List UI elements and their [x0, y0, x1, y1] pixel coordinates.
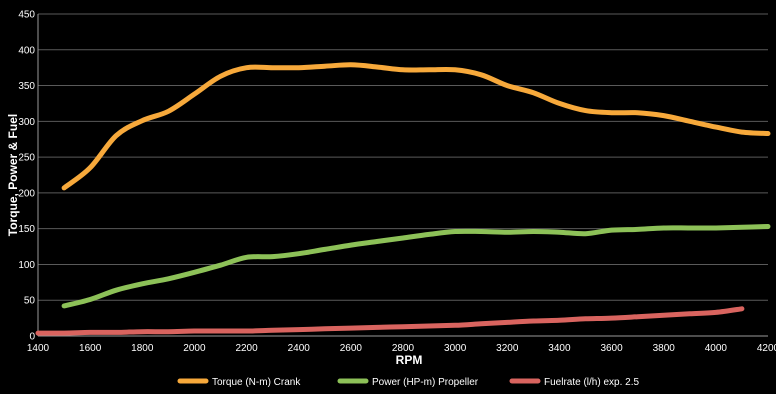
y-tick-label: 350 [18, 81, 35, 92]
x-tick-label: 1600 [79, 343, 102, 354]
y-axis-title: Torque, Power & Fuel [6, 114, 20, 236]
y-tick-label: 150 [18, 224, 35, 235]
x-tick-label: 2000 [183, 343, 206, 354]
legend-label: Fuelrate (l/h) exp. 2.5 [544, 377, 639, 388]
y-tick-label: 50 [24, 296, 36, 307]
x-tick-label: 3000 [444, 343, 467, 354]
x-tick-label: 2800 [392, 343, 415, 354]
x-axis-title: RPM [396, 353, 423, 367]
y-tick-label: 450 [18, 10, 35, 21]
x-tick-label: 1800 [131, 343, 154, 354]
y-tick-label: 0 [29, 332, 35, 343]
x-tick-label: 4000 [705, 343, 728, 354]
y-tick-label: 100 [18, 260, 35, 271]
x-tick-label: 3600 [600, 343, 623, 354]
series-lines [35, 62, 771, 336]
x-tick-label: 3800 [653, 343, 676, 354]
y-tick-label: 400 [18, 45, 35, 56]
x-tick-label: 2200 [235, 343, 258, 354]
grid-lines [37, 13, 768, 337]
x-tick-label: 1400 [27, 343, 50, 354]
y-tick-label: 200 [18, 188, 35, 199]
y-tick-label: 300 [18, 117, 35, 128]
legend: Torque (N-m) Crank Power (HP-m) Propeller… [177, 377, 639, 388]
x-tick-label: 2600 [340, 343, 363, 354]
x-tick-label: 3200 [496, 343, 519, 354]
x-axis-ticks: 1400 1600 1800 2000 2200 2400 2600 2800 3000 3200… [27, 343, 776, 354]
series-line-0 [61, 62, 771, 191]
series-line-2 [35, 306, 745, 336]
legend-label: Power (HP-m) Propeller [372, 377, 479, 388]
y-tick-label: 250 [18, 153, 35, 164]
x-tick-label: 2400 [288, 343, 311, 354]
legend-label: Torque (N-m) Crank [212, 377, 301, 388]
y-axis-ticks: 0 50 100 150 200 250 300 350 400 450 [18, 10, 35, 343]
x-tick-label: 4200 [757, 343, 776, 354]
series-line-1 [61, 224, 771, 309]
x-tick-label: 3400 [548, 343, 571, 354]
